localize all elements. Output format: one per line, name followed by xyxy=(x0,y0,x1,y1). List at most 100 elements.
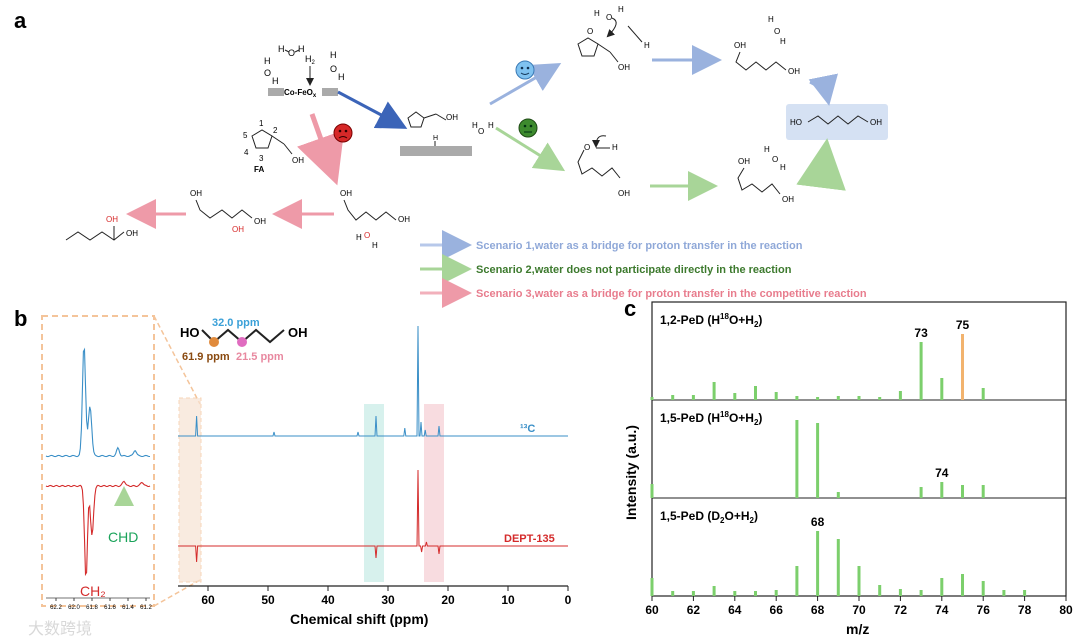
fa-label: FA xyxy=(254,165,264,174)
ms-bar xyxy=(816,531,820,596)
ms-bar xyxy=(961,574,964,596)
catalyst-label: Co-FeOx xyxy=(284,88,317,99)
ms-bar xyxy=(671,591,675,596)
svg-text:O: O xyxy=(264,68,271,78)
s1-o: O xyxy=(587,27,593,36)
arrow-into-product-bottom xyxy=(796,138,846,191)
nmr-tick-label: 0 xyxy=(565,593,572,607)
ring-number-1: 1 xyxy=(259,119,264,128)
fa-oh: OH xyxy=(292,156,304,165)
ms-bar xyxy=(712,382,716,400)
sad-face-icon xyxy=(333,123,353,143)
ms-bar xyxy=(712,586,716,596)
pd-ho: HO xyxy=(790,118,802,127)
ms-tick-label: 60 xyxy=(645,603,659,617)
s1p-oh2: OH xyxy=(788,67,800,76)
panel-b: 62.2 62.0 61.8 61.6 61.4 61.2 CHD CH₂ HO OH 3… xyxy=(41,315,572,627)
scenario2-intermediate xyxy=(577,135,621,179)
ms-bar xyxy=(919,487,923,498)
s1-water-o: O xyxy=(606,13,612,22)
s2p-oh2: OH xyxy=(782,195,794,204)
s2p-water-o: O xyxy=(772,155,778,164)
s2-h: H xyxy=(612,143,618,152)
ms-bar xyxy=(981,485,985,498)
scenario2-product xyxy=(737,167,781,195)
neutral-face-icon xyxy=(518,118,538,138)
happy-face-icon xyxy=(515,60,535,80)
arrow-into-product-top xyxy=(808,73,838,106)
ms-bar xyxy=(774,392,778,400)
panel-label-b: b xyxy=(14,306,27,331)
svg-text:H: H xyxy=(264,56,271,66)
ms-bar xyxy=(940,578,944,596)
nmr-x-label: Chemical shift (ppm) xyxy=(290,611,428,627)
nmr-tick-label: 50 xyxy=(261,593,275,607)
arrow-scenario2-down xyxy=(495,126,566,172)
ms-bar xyxy=(816,423,820,498)
pd-ho-label: HO xyxy=(180,325,200,340)
s1p-water-h2: H xyxy=(780,37,786,46)
svg-text:O: O xyxy=(288,48,295,58)
c3-marker xyxy=(237,337,247,347)
ms-tick-label: 62 xyxy=(687,603,701,617)
ms-bar xyxy=(898,391,902,400)
ms-frame xyxy=(651,301,1067,597)
s3e-oh1: OH xyxy=(190,189,202,198)
s3i-o: O xyxy=(364,231,370,240)
inset-tick-label: 61.6 xyxy=(104,605,116,611)
s3p-oh2: OH xyxy=(126,229,138,238)
band-32 xyxy=(364,404,384,582)
nmr-tick-label: 10 xyxy=(501,593,515,607)
legend-text-2: Scenario 2,water does not participate di… xyxy=(476,264,792,276)
svg-text:H: H xyxy=(272,76,279,86)
ring-number-2: 2 xyxy=(273,126,278,135)
ms-bar xyxy=(754,386,757,400)
ms-tick-label: 70 xyxy=(852,603,866,617)
ms-peak-label: 73 xyxy=(914,326,928,340)
ms-bar xyxy=(733,591,737,596)
ms-bar xyxy=(919,342,923,400)
shift-32: 32.0 ppm xyxy=(212,317,260,329)
ms-tick-label: 76 xyxy=(977,603,991,617)
ring-number-4: 4 xyxy=(244,148,249,157)
ms-tick-label: 64 xyxy=(728,603,742,617)
legend-text-3: Scenario 3,water as a bridge for proton … xyxy=(476,288,867,300)
ms-bar xyxy=(754,591,757,596)
ms-subplot-label: 1,5-PeD (H18O+H2) xyxy=(660,410,762,427)
water-molecule-central: HOH xyxy=(472,121,494,136)
scenario1-intermediate xyxy=(577,17,619,63)
ring-number-3: 3 xyxy=(259,154,264,163)
scenario1-product xyxy=(735,51,787,71)
inset-13c-trace xyxy=(45,347,150,458)
band-215 xyxy=(424,404,444,582)
nmr-tick-label: 60 xyxy=(201,593,215,607)
ms-bar xyxy=(691,591,695,596)
ms-bar xyxy=(981,581,985,596)
ms-bar xyxy=(836,492,840,498)
s3i-h2: H xyxy=(372,241,378,250)
ms-tick-label: 66 xyxy=(770,603,784,617)
ms-bar xyxy=(1023,590,1027,596)
ms-bar xyxy=(1002,590,1006,596)
panel-label-c: c xyxy=(624,296,636,321)
inset-tick-label: 61.4 xyxy=(122,605,134,611)
ms-tick-label: 78 xyxy=(1018,603,1032,617)
ms-bar xyxy=(836,539,840,596)
ring-number-5: 5 xyxy=(243,131,248,140)
ms-bar xyxy=(671,395,675,400)
arrow-scenario1-up xyxy=(489,63,562,106)
panel-c: 1,2-PeD (H18O+H2) 73 75 1,5-PeD (H18O+H2) 74… xyxy=(623,301,1073,637)
ms-bar xyxy=(795,566,799,596)
nmr-tick-label: 20 xyxy=(441,593,455,607)
fa-molecule xyxy=(251,129,293,155)
band-619 xyxy=(178,397,202,583)
ms-tick-label: 74 xyxy=(935,603,949,617)
inset-dept-trace xyxy=(45,480,151,577)
ms-bar xyxy=(878,397,882,400)
ms-bar xyxy=(795,396,799,400)
scenario-legend: Scenario 1,water as a bridge for proton … xyxy=(420,230,867,308)
s1-water-h1: H xyxy=(594,9,600,18)
ms-bar xyxy=(981,388,985,400)
watermark: 大数跨境 xyxy=(28,619,92,638)
ms-tick-label: 72 xyxy=(894,603,908,617)
